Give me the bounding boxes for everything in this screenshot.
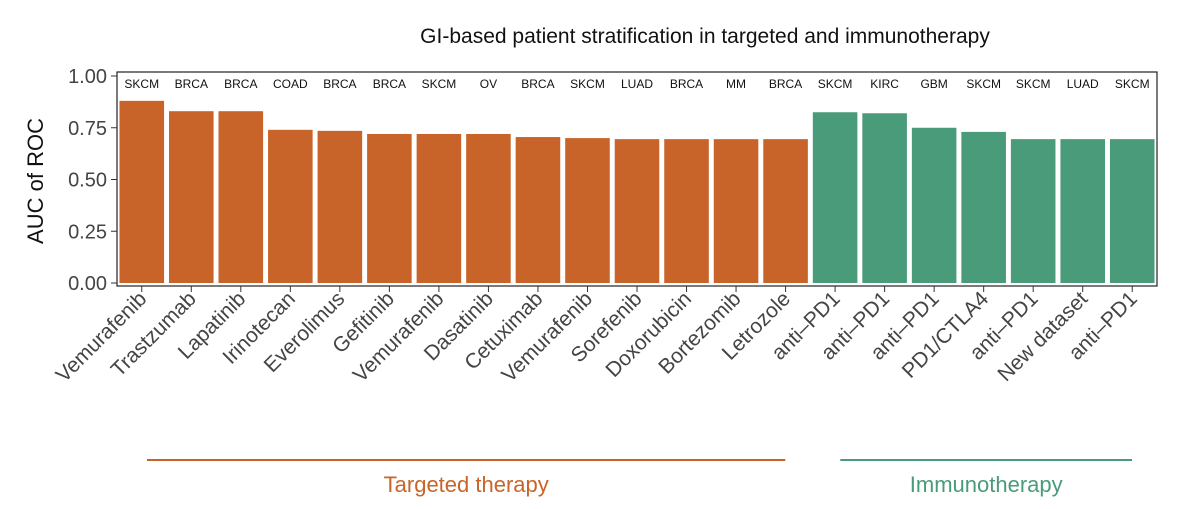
bar-18	[1010, 139, 1056, 283]
bar-13	[763, 139, 808, 283]
y-tick-label-2: 0.50	[68, 170, 107, 192]
bar-10	[614, 139, 660, 283]
cancer-type-label-3: COAD	[273, 77, 308, 91]
bar-9	[565, 138, 610, 283]
cancer-type-label-1: BRCA	[175, 77, 208, 91]
bar-17	[961, 131, 1006, 283]
y-tick-label-0: 0.00	[68, 273, 107, 295]
cancer-type-label-20: SKCM	[1115, 77, 1150, 91]
chart-title: GI-based patient stratification in targe…	[420, 25, 990, 48]
y-tick-label-4: 1.00	[68, 66, 107, 88]
cancer-type-label-6: SKCM	[422, 77, 457, 91]
cancer-type-label-10: LUAD	[621, 77, 653, 91]
group-label-1: Immunotherapy	[910, 472, 1063, 497]
bar-6	[416, 133, 462, 283]
cancer-type-label-15: KIRC	[870, 77, 899, 91]
bar-7	[466, 133, 511, 283]
cancer-type-label-2: BRCA	[224, 77, 257, 91]
cancer-type-label-0: SKCM	[124, 77, 159, 91]
bar-4	[317, 130, 363, 283]
bar-1	[169, 111, 214, 283]
cancer-type-label-17: SKCM	[966, 77, 1001, 91]
bar-5	[367, 133, 412, 283]
y-axis: 0.00 0.25 0.50 0.75 1.00	[68, 66, 117, 295]
group-label-0: Targeted therapy	[384, 472, 549, 497]
cancer-type-label-14: SKCM	[818, 77, 853, 91]
x-axis: VemurafenibTrastzumabLapatinibIrinotecan…	[52, 286, 1142, 387]
cancer-type-label-12: MM	[726, 77, 746, 91]
bar-2	[218, 111, 264, 283]
therapy-groups: Targeted therapy Immunotherapy	[147, 459, 1132, 497]
cancer-type-label-8: BRCA	[521, 77, 554, 91]
cancer-type-label-16: GBM	[920, 77, 947, 91]
cancer-type-label-11: BRCA	[670, 77, 703, 91]
bar-20	[1109, 139, 1155, 283]
bar-19	[1060, 139, 1105, 283]
bar-8	[515, 137, 561, 283]
y-tick-label-1: 0.25	[68, 221, 107, 243]
cancer-type-label-13: BRCA	[769, 77, 802, 91]
bar-16	[911, 127, 957, 283]
bar-11	[664, 139, 709, 283]
y-axis-label: AUC of ROC	[23, 118, 48, 244]
cancer-type-label-19: LUAD	[1067, 77, 1099, 91]
bar-3	[268, 129, 313, 283]
cancer-type-label-4: BRCA	[323, 77, 356, 91]
bar-0	[119, 100, 165, 283]
bar-12	[713, 139, 759, 283]
cancer-type-label-18: SKCM	[1016, 77, 1051, 91]
cancer-type-label-5: BRCA	[373, 77, 406, 91]
bar-14	[812, 112, 858, 283]
bar-series: SKCM BRCA BRCA COAD BRCA BRCA SKCM OV BRCA SKCM LU…	[119, 77, 1155, 283]
cancer-type-label-7: OV	[480, 77, 497, 91]
y-tick-label-3: 0.75	[68, 118, 107, 140]
bar-15	[862, 113, 907, 283]
cancer-type-label-9: SKCM	[570, 77, 605, 91]
